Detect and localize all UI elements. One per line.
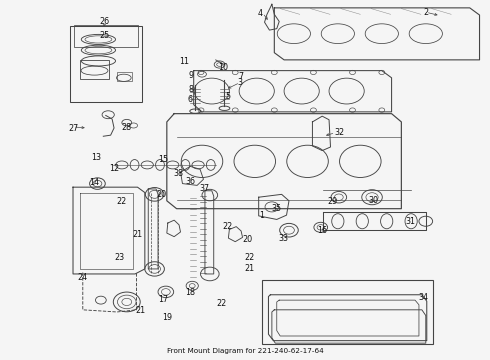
Bar	[117, 72, 132, 81]
Text: 27: 27	[68, 124, 78, 133]
Text: 4: 4	[257, 9, 262, 18]
Bar	[70, 26, 143, 102]
Text: 6: 6	[188, 95, 193, 104]
Text: 30: 30	[368, 196, 378, 205]
Text: 22: 22	[117, 197, 127, 206]
Text: 14: 14	[90, 178, 99, 187]
Text: 19: 19	[162, 313, 172, 322]
Text: 38: 38	[173, 170, 184, 179]
Text: 20: 20	[243, 235, 252, 244]
Text: 18: 18	[185, 288, 196, 297]
Text: 7: 7	[238, 72, 243, 81]
Text: 25: 25	[99, 31, 109, 40]
Text: 3: 3	[238, 78, 243, 87]
Text: 22: 22	[245, 253, 255, 262]
Text: 15: 15	[158, 155, 168, 164]
Text: 1: 1	[260, 211, 265, 220]
Text: 17: 17	[158, 295, 168, 304]
Text: 23: 23	[114, 253, 124, 262]
Text: 12: 12	[109, 164, 119, 173]
Bar	[80, 60, 109, 79]
Text: 11: 11	[179, 57, 190, 66]
Text: 21: 21	[245, 264, 255, 273]
Text: 9: 9	[189, 71, 194, 80]
Text: 35: 35	[271, 204, 282, 213]
Text: 21: 21	[132, 230, 143, 239]
Text: 34: 34	[418, 293, 428, 302]
Text: 8: 8	[189, 85, 194, 94]
Text: 33: 33	[278, 234, 288, 243]
Text: 29: 29	[328, 197, 338, 206]
Text: 36: 36	[185, 176, 196, 185]
Text: 2: 2	[423, 8, 428, 17]
Text: 24: 24	[78, 273, 88, 282]
Text: 31: 31	[405, 217, 415, 226]
Text: 5: 5	[225, 92, 231, 101]
Text: 28: 28	[122, 123, 132, 132]
Text: 21: 21	[135, 306, 145, 315]
Text: 22: 22	[217, 298, 227, 307]
Text: 22: 22	[222, 222, 233, 231]
Text: 32: 32	[334, 128, 344, 137]
Bar	[74, 25, 138, 47]
Text: 13: 13	[92, 153, 101, 162]
Bar	[262, 280, 433, 344]
Text: 10: 10	[219, 63, 228, 72]
Text: Front Mount Diagram for 221-240-62-17-64: Front Mount Diagram for 221-240-62-17-64	[167, 348, 323, 354]
Text: 26: 26	[99, 17, 109, 26]
Text: 37: 37	[200, 184, 210, 193]
Text: 20: 20	[156, 190, 166, 199]
Text: 16: 16	[317, 226, 327, 235]
